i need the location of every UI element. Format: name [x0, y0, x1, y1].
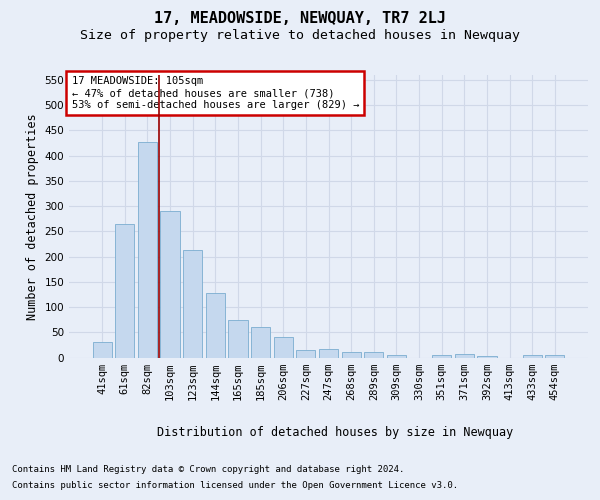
Bar [477, 356, 497, 358]
Bar [160, 211, 180, 358]
Bar [92, 342, 112, 357]
Text: 17, MEADOWSIDE, NEWQUAY, TR7 2LJ: 17, MEADOWSIDE, NEWQUAY, TR7 2LJ [154, 11, 446, 26]
Bar [523, 355, 542, 358]
Y-axis label: Number of detached properties: Number of detached properties [26, 113, 39, 320]
Bar [251, 326, 270, 358]
Bar [138, 142, 157, 358]
Bar [183, 250, 202, 358]
Bar [274, 338, 293, 357]
Text: 17 MEADOWSIDE: 105sqm
← 47% of detached houses are smaller (738)
53% of semi-det: 17 MEADOWSIDE: 105sqm ← 47% of detached … [71, 76, 359, 110]
Text: Contains HM Land Registry data © Crown copyright and database right 2024.: Contains HM Land Registry data © Crown c… [12, 465, 404, 474]
Bar [455, 354, 474, 358]
Bar [229, 320, 248, 358]
Bar [296, 350, 316, 358]
Bar [432, 355, 451, 358]
Text: Size of property relative to detached houses in Newquay: Size of property relative to detached ho… [80, 29, 520, 42]
Bar [341, 352, 361, 358]
Text: Distribution of detached houses by size in Newquay: Distribution of detached houses by size … [157, 426, 513, 439]
Bar [206, 293, 225, 358]
Bar [115, 224, 134, 358]
Bar [364, 352, 383, 358]
Text: Contains public sector information licensed under the Open Government Licence v3: Contains public sector information licen… [12, 481, 458, 490]
Bar [319, 349, 338, 358]
Bar [387, 355, 406, 358]
Bar [545, 355, 565, 358]
